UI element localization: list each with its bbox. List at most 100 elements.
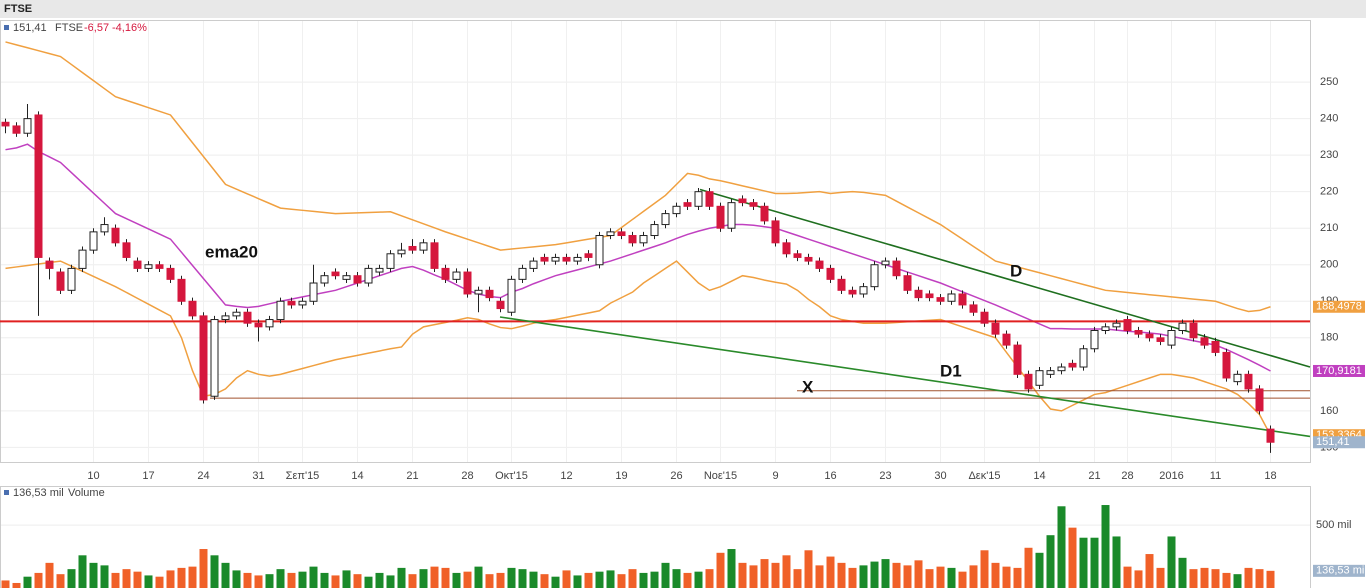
candle-body <box>1079 348 1088 368</box>
price-tag <box>1313 364 1365 377</box>
candle-body <box>155 264 164 269</box>
candle-body <box>1156 337 1165 342</box>
volume-bar <box>859 565 868 588</box>
volume-bar <box>947 567 956 588</box>
candle-body <box>661 213 670 226</box>
candle-body <box>397 249 406 255</box>
x-tick-label: 21 <box>406 470 418 482</box>
candle-body <box>320 275 329 284</box>
volume-bar <box>903 565 912 588</box>
candle-body <box>1002 333 1011 346</box>
candle-body <box>848 289 857 295</box>
candle-body <box>716 205 725 229</box>
candle-body <box>287 300 296 306</box>
volume-bar <box>1002 566 1011 588</box>
volume-bar <box>815 565 824 588</box>
volume-bar <box>441 567 450 588</box>
volume-bar <box>1222 572 1231 588</box>
volume-bar <box>232 570 241 588</box>
volume-bar <box>606 570 615 588</box>
candle-body <box>485 289 494 299</box>
volume-bar <box>188 566 197 588</box>
volume-bar <box>452 572 461 588</box>
y-tick-label: 230 <box>1320 149 1338 161</box>
candle-body <box>639 235 648 244</box>
y-tick-label: 500 mil <box>1316 519 1351 531</box>
volume-bar <box>1178 557 1187 588</box>
volume-bar <box>485 574 494 588</box>
x-tick-label: 31 <box>252 470 264 482</box>
candle-body <box>254 322 263 328</box>
volume-bar <box>419 569 428 588</box>
legend-name: Volume <box>68 487 105 499</box>
volume-bar <box>276 569 285 588</box>
volume-bar <box>1068 527 1077 588</box>
legend-change-pct: -4,16% <box>112 22 147 34</box>
candle-body <box>826 267 835 280</box>
volume-bar <box>1112 536 1121 588</box>
x-tick-label: 17 <box>142 470 154 482</box>
volume-bar <box>12 582 21 588</box>
legend-last: 136,53 mil <box>13 487 64 499</box>
volume-bar <box>78 555 87 588</box>
candle-body <box>815 260 824 269</box>
candle-body <box>1 121 10 127</box>
volume-bar <box>1167 536 1176 588</box>
candle-body <box>650 224 659 237</box>
volume-pane <box>0 486 1311 588</box>
candle-body <box>870 264 879 288</box>
volume-bar <box>925 569 934 588</box>
volume-bar <box>342 570 351 588</box>
candle-body <box>1101 326 1110 331</box>
candle-body <box>518 267 527 280</box>
volume-bar <box>1057 506 1066 588</box>
volume-bar <box>166 570 175 588</box>
candle-body <box>837 278 846 291</box>
volume-bar <box>672 569 681 588</box>
candle-body <box>177 278 186 302</box>
volume-bar <box>738 562 747 588</box>
volume-bar <box>749 565 758 588</box>
candle-body <box>859 286 868 295</box>
candle-body <box>562 256 571 262</box>
volume-bar <box>386 575 395 588</box>
candle-body <box>144 264 153 269</box>
candle-body <box>760 205 769 222</box>
candle-body <box>364 267 373 284</box>
x-tick-label: 28 <box>1121 470 1133 482</box>
candle-body <box>551 256 560 262</box>
x-tick-label: 14 <box>351 470 363 482</box>
volume-bar <box>34 572 43 588</box>
volume-bar <box>1035 552 1044 588</box>
candle-body <box>595 235 604 266</box>
candle-body <box>892 260 901 277</box>
volume-bar <box>661 562 670 588</box>
volume-bar <box>936 566 945 588</box>
x-tick-label: Οκτ'15 <box>495 470 528 482</box>
price-pane <box>0 20 1311 463</box>
candle-body <box>276 300 285 321</box>
candle-body <box>463 271 472 295</box>
volume-bar <box>287 572 296 588</box>
candle-body <box>34 114 43 258</box>
candle-body <box>221 315 230 321</box>
annotation: ema20 <box>205 242 258 261</box>
candle-body <box>1178 322 1187 331</box>
price-tag-label: 151,41 <box>1316 436 1350 448</box>
candle-body <box>749 202 758 207</box>
candle-body <box>133 260 142 269</box>
x-tick-label: Σεπ'15 <box>286 470 320 482</box>
band-line <box>5 143 1271 372</box>
candle-body <box>441 267 450 280</box>
candle-body <box>23 118 32 134</box>
chart-title: FTSE <box>4 3 32 15</box>
volume-bar <box>155 576 164 588</box>
volume-bar <box>782 555 791 588</box>
candle-body <box>540 256 549 262</box>
candle-body <box>199 315 208 401</box>
candle-body <box>1200 337 1209 346</box>
candle-body <box>617 231 626 237</box>
annotation: X <box>802 377 814 396</box>
